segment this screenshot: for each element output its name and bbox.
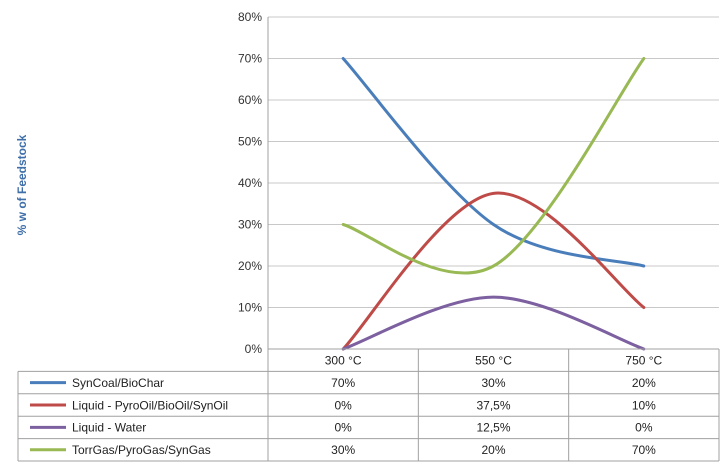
y-tick-label: 10% [238, 301, 262, 315]
y-tick-label: 70% [238, 52, 262, 66]
gridlines [267, 16, 719, 350]
data-label: 30% [331, 443, 355, 457]
data-label: 10% [632, 398, 656, 412]
y-axis-ticks: 0% 10% 20% 30% 40% 50% 60% 70% 80% [238, 10, 262, 356]
y-tick-label: 20% [238, 259, 262, 273]
data-label: 70% [331, 376, 355, 390]
y-tick-label: 0% [245, 342, 263, 356]
data-table: 300 °C 550 °C 750 °C SynCoal/BioChar 70% 30% 2… [17, 348, 720, 462]
y-tick-label: 60% [238, 93, 262, 107]
legend-label-1: SynCoal/BioChar [72, 376, 164, 390]
y-tick-label: 30% [238, 218, 262, 232]
data-label: 20% [481, 443, 505, 457]
series-line-2 [341, 191, 646, 351]
y-tick-label: 40% [238, 176, 262, 190]
data-label: 12,5% [476, 421, 510, 435]
legend-label-2: Liquid - PyroOil/BioOil/SynOil [72, 398, 228, 412]
series-line-4 [341, 57, 646, 275]
data-label: 0% [334, 421, 352, 435]
legend-label-4: TorrGas/PyroGas/SynGas [72, 443, 211, 457]
x-category-label: 550 °C [475, 354, 512, 368]
series-lines [341, 57, 646, 351]
data-label: 70% [632, 443, 656, 457]
data-label: 0% [635, 421, 653, 435]
series-line-1 [341, 57, 646, 268]
data-label: 37,5% [476, 398, 510, 412]
x-category-label: 300 °C [325, 354, 362, 368]
legend-label-3: Liquid - Water [72, 421, 146, 435]
x-category-label: 750 °C [625, 354, 662, 368]
data-label: 0% [334, 398, 352, 412]
y-tick-label: 80% [238, 10, 262, 24]
data-label: 20% [632, 376, 656, 390]
series-line-3 [341, 295, 646, 351]
y-tick-label: 50% [238, 135, 262, 149]
data-label: 30% [481, 376, 505, 390]
